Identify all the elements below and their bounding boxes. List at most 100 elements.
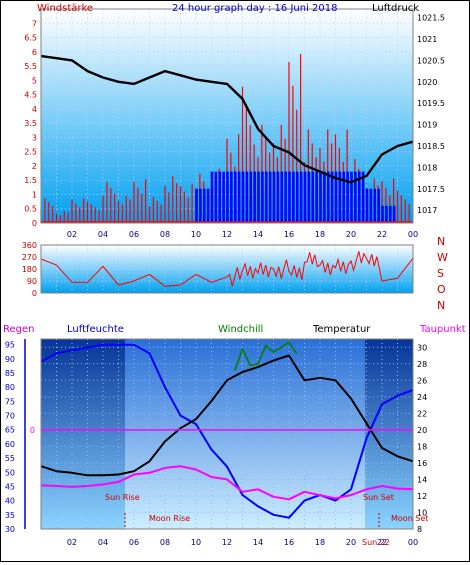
wind-bar bbox=[361, 171, 365, 223]
chart-title: 24 hour graph day : 16 Juni 2018 bbox=[172, 3, 338, 14]
x-tick-label: 04 bbox=[98, 230, 108, 239]
dewpoint-label: Taupunkt bbox=[419, 324, 466, 335]
pressure-tick-label: 1020 bbox=[417, 78, 437, 87]
wind-bar bbox=[245, 171, 249, 223]
pressure-tick-label: 1019 bbox=[417, 121, 437, 130]
wind-bar bbox=[365, 188, 369, 223]
humidity-line bbox=[40, 343, 414, 519]
wind-bar bbox=[202, 188, 206, 223]
wind-bar bbox=[388, 205, 392, 223]
humidity-tick-label: 60 bbox=[5, 440, 15, 449]
pressure-tick-label: 1017 bbox=[417, 206, 437, 215]
x-tick-label: 06 bbox=[129, 230, 139, 239]
x-tick-label: 04 bbox=[98, 538, 108, 547]
pressure-tick-label: 1017.5 bbox=[417, 185, 445, 194]
wind-bar bbox=[326, 171, 330, 223]
wind-tick-label: 3 bbox=[32, 133, 37, 142]
wind-tick-label: 1 bbox=[32, 190, 37, 199]
wind-bar bbox=[241, 171, 245, 223]
x-tick-label: 02 bbox=[67, 230, 77, 239]
x-tick-label: 08 bbox=[160, 538, 170, 547]
x-tick-label: 22 bbox=[377, 538, 387, 547]
humidity-label: Luftfeuchte bbox=[67, 324, 124, 335]
temperature-tick-label: 18 bbox=[417, 442, 427, 451]
pressure-tick-label: 1019.5 bbox=[417, 99, 445, 108]
x-tick-label: 20 bbox=[346, 230, 356, 239]
wind-bar bbox=[276, 171, 280, 223]
x-tick-label: 16 bbox=[284, 230, 294, 239]
humidity-tick-label: 50 bbox=[5, 468, 15, 477]
wind-bar bbox=[261, 171, 264, 223]
temperature-tick-label: 30 bbox=[417, 343, 427, 352]
wind-bar bbox=[377, 188, 380, 223]
x-tick-label: 18 bbox=[315, 538, 325, 547]
x-tick-label: 08 bbox=[160, 230, 170, 239]
wind-tick-label: 5 bbox=[32, 76, 37, 85]
wind-tick-label: 5.5 bbox=[24, 62, 37, 71]
sun-rise-label: Sun Rise bbox=[105, 493, 140, 502]
pressure-tick-label: 1020.5 bbox=[417, 56, 445, 65]
temperature-tick-label: 16 bbox=[417, 459, 427, 468]
wind-bar bbox=[381, 205, 384, 223]
temperature-tick-label: 28 bbox=[417, 360, 427, 369]
wind-bar bbox=[303, 171, 307, 223]
x-tick-label: 16 bbox=[284, 538, 294, 547]
humidity-tick-label: 70 bbox=[5, 412, 15, 421]
wind-bar bbox=[199, 188, 202, 223]
wind-bar bbox=[354, 171, 357, 223]
x-tick-label: 22 bbox=[377, 230, 387, 239]
wind-tick-label: 2 bbox=[32, 162, 37, 171]
windchill-line bbox=[234, 341, 298, 371]
wind-bar bbox=[346, 171, 349, 223]
wind-bar bbox=[338, 171, 342, 223]
x-tick-label: 00 bbox=[408, 230, 418, 239]
temperature-line bbox=[40, 354, 414, 477]
wind-bar bbox=[392, 205, 396, 223]
wind-bar bbox=[253, 171, 256, 223]
wind-bar bbox=[369, 188, 373, 223]
direction-tick-label: 180 bbox=[22, 265, 37, 274]
wind-tick-label: 0.5 bbox=[24, 205, 37, 214]
wind-bar bbox=[264, 171, 268, 223]
wind-tick-label: 2.5 bbox=[24, 148, 37, 157]
wind-bar bbox=[233, 171, 237, 223]
wind-bar bbox=[299, 171, 303, 223]
temperature-tick-label: 20 bbox=[417, 426, 427, 435]
wind-bar bbox=[284, 171, 287, 223]
windchill-label: Windchill bbox=[218, 324, 263, 335]
compass-label: N bbox=[437, 299, 445, 312]
pressure-tick-label: 1018.5 bbox=[417, 142, 445, 151]
x-tick-label: 10 bbox=[191, 230, 201, 239]
direction-tick-label: 270 bbox=[22, 253, 37, 262]
pressure-tick-label: 1018 bbox=[417, 163, 437, 172]
x-tick-label: 14 bbox=[253, 230, 263, 239]
humidity-tick-label: 95 bbox=[5, 341, 15, 350]
wind-tick-label: 4 bbox=[32, 105, 37, 114]
wind-bar bbox=[206, 188, 210, 223]
wind-direction-line bbox=[40, 251, 414, 287]
humidity-tick-label: 55 bbox=[5, 454, 15, 463]
direction-tick-label: 0 bbox=[32, 289, 37, 298]
wind-bar bbox=[249, 171, 253, 223]
humidity-tick-label: 90 bbox=[5, 355, 15, 364]
pressure-axis-label: Luftdruck bbox=[372, 3, 419, 14]
wind-bar bbox=[295, 171, 299, 223]
compass-label: W bbox=[437, 251, 448, 264]
wind-bar bbox=[373, 188, 377, 223]
moon-rise-label: Moon Rise bbox=[149, 514, 190, 523]
x-tick-label: 20 bbox=[346, 538, 356, 547]
temperature-tick-label: 12 bbox=[417, 492, 427, 501]
humidity-tick-label: 45 bbox=[5, 482, 15, 491]
humidity-tick-label: 80 bbox=[5, 383, 15, 392]
pressure-line bbox=[40, 54, 414, 184]
x-tick-label: 10 bbox=[191, 538, 201, 547]
wind-bar bbox=[272, 171, 276, 223]
temperature-tick-label: 22 bbox=[417, 409, 427, 418]
wind-bar bbox=[311, 171, 315, 223]
x-tick-label: 02 bbox=[67, 538, 77, 547]
wind-bar bbox=[330, 171, 334, 223]
wind-bar bbox=[230, 171, 233, 223]
compass-label: O bbox=[437, 283, 446, 296]
pressure-tick-label: 1021.5 bbox=[417, 14, 445, 23]
